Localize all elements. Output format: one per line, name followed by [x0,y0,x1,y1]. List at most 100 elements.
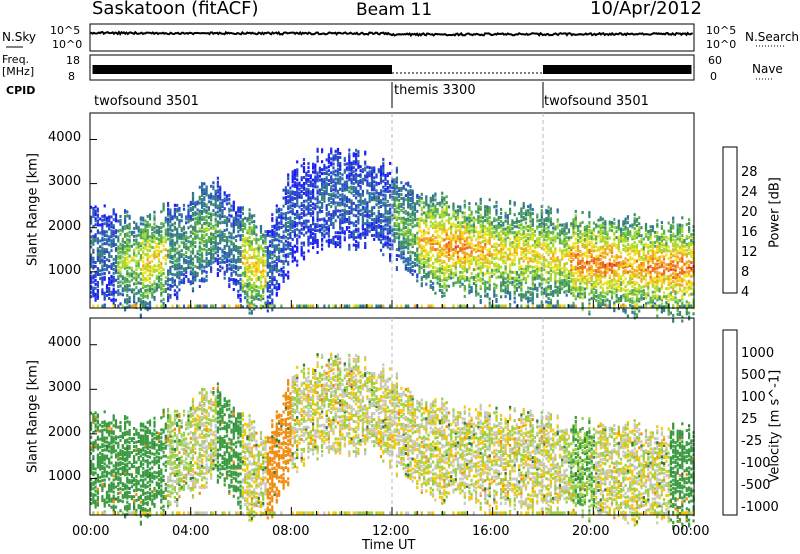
power-heatmap-cell [527,260,530,264]
power-heatmap-cell [114,298,118,302]
power-heatmap-cell [194,235,197,239]
power-heatmap-cell [212,240,215,244]
power-heatmap-cell [486,265,489,268]
power-heatmap-cell [212,256,215,260]
power-heatmap-cell [336,171,340,175]
power-heatmap-cell [477,242,480,246]
power-heatmap-cell [90,205,93,209]
power-heatmap-cell [182,243,186,247]
power-heatmap-cell [429,256,432,260]
power-heatmap-cell [148,304,152,309]
power-heatmap-cell [124,276,127,280]
power-heatmap-cell [230,268,233,272]
power-heatmap-cell [253,287,256,291]
power-heatmap-cell [300,231,303,235]
power-heatmap-cell [271,235,274,238]
power-heatmap-cell [182,277,186,281]
power-heatmap-cell [445,201,448,205]
power-heatmap-cell [275,222,278,226]
power-heatmap-cell [219,233,222,237]
power-heatmap-cell [404,218,407,221]
power-heatmap-cell [493,282,496,286]
power-heatmap-cell [468,267,471,271]
power-heatmap-cell [191,263,195,267]
power-heatmap-cell [169,260,172,264]
power-heatmap-cell [336,235,340,239]
power-heatmap-cell [438,271,441,274]
power-heatmap-cell [475,279,478,283]
power-heatmap-cell [210,222,213,226]
power-heatmap-cell [527,304,530,309]
power-heatmap-cell [420,216,423,220]
power-heatmap-cell [509,241,512,245]
power-heatmap-cell [284,223,287,227]
power-heatmap-cell [468,261,471,265]
power-heatmap-cell [531,275,534,279]
power-heatmap-cell [246,219,249,223]
power-heatmap-cell [178,219,181,222]
power-heatmap-cell [429,258,432,262]
power-heatmap-cell [461,264,464,268]
power-heatmap-cell [287,244,290,248]
power-heatmap-cell [350,231,353,235]
power-heatmap-cell [241,208,244,212]
power-heatmap-cell [246,241,249,244]
power-heatmap-cell [203,192,206,196]
power-heatmap-cell [379,240,383,244]
power-heatmap-cell [246,260,249,264]
power-heatmap-cell [411,207,414,211]
power-heatmap-cell [321,237,324,241]
power-heatmap-cell [167,279,170,283]
power-heatmap-cell [452,272,455,275]
power-heatmap-cell [379,199,383,203]
power-heatmap-cell [400,218,403,222]
power-heatmap-cell [235,304,238,309]
power-heatmap-cell [189,214,192,218]
power-heatmap-cell [205,191,208,195]
power-heatmap-cell [486,270,489,274]
power-heatmap-cell [407,213,410,217]
power-heatmap-cell [112,289,115,293]
power-heatmap-cell [137,291,140,295]
power-heatmap-cell [135,302,138,305]
power-heatmap-cell [441,199,444,203]
power-heatmap-cell [527,242,530,246]
power-heatmap-cell [531,291,534,295]
power-heatmap-cell [495,204,498,208]
power-heatmap-cell [513,246,516,250]
power-heatmap-cell [182,259,186,263]
power-heatmap-cell [364,230,367,234]
power-heatmap-cell [99,273,102,277]
power-heatmap-cell [289,248,292,251]
power-heatmap-cell [241,206,244,210]
power-heatmap-cell [425,258,428,262]
power-heatmap-cell [468,285,471,289]
power-heatmap-cell [357,233,360,237]
power-heatmap-cell [144,227,147,231]
power-heatmap-cell [298,231,301,235]
power-heatmap-cell [427,209,430,213]
power-heatmap-cell [296,190,299,194]
power-heatmap-cell [151,295,154,299]
power-heatmap-cell [504,267,507,271]
power-heatmap-cell [425,195,428,199]
power-heatmap-cell [264,283,267,287]
power-heatmap-cell [248,267,251,271]
power-heatmap-cell [330,195,333,199]
power-heatmap-cell [515,231,518,235]
power-heatmap-cell [475,218,478,222]
power-heatmap-cell [142,278,145,282]
power-heatmap-cell [432,216,435,220]
power-heatmap-cell [379,165,383,169]
power-heatmap-cell [379,228,383,232]
power-heatmap-cell [432,281,435,285]
power-heatmap-cell [289,244,292,248]
power-heatmap-cell [495,294,498,298]
power-heatmap-cell [398,228,401,232]
power-heatmap-cell [185,221,188,225]
power-heatmap-cell [368,170,371,174]
power-heatmap-cell [345,188,349,192]
power-heatmap-cell [384,219,387,223]
power-heatmap-cell [500,275,503,279]
power-heatmap-cell [133,298,136,302]
